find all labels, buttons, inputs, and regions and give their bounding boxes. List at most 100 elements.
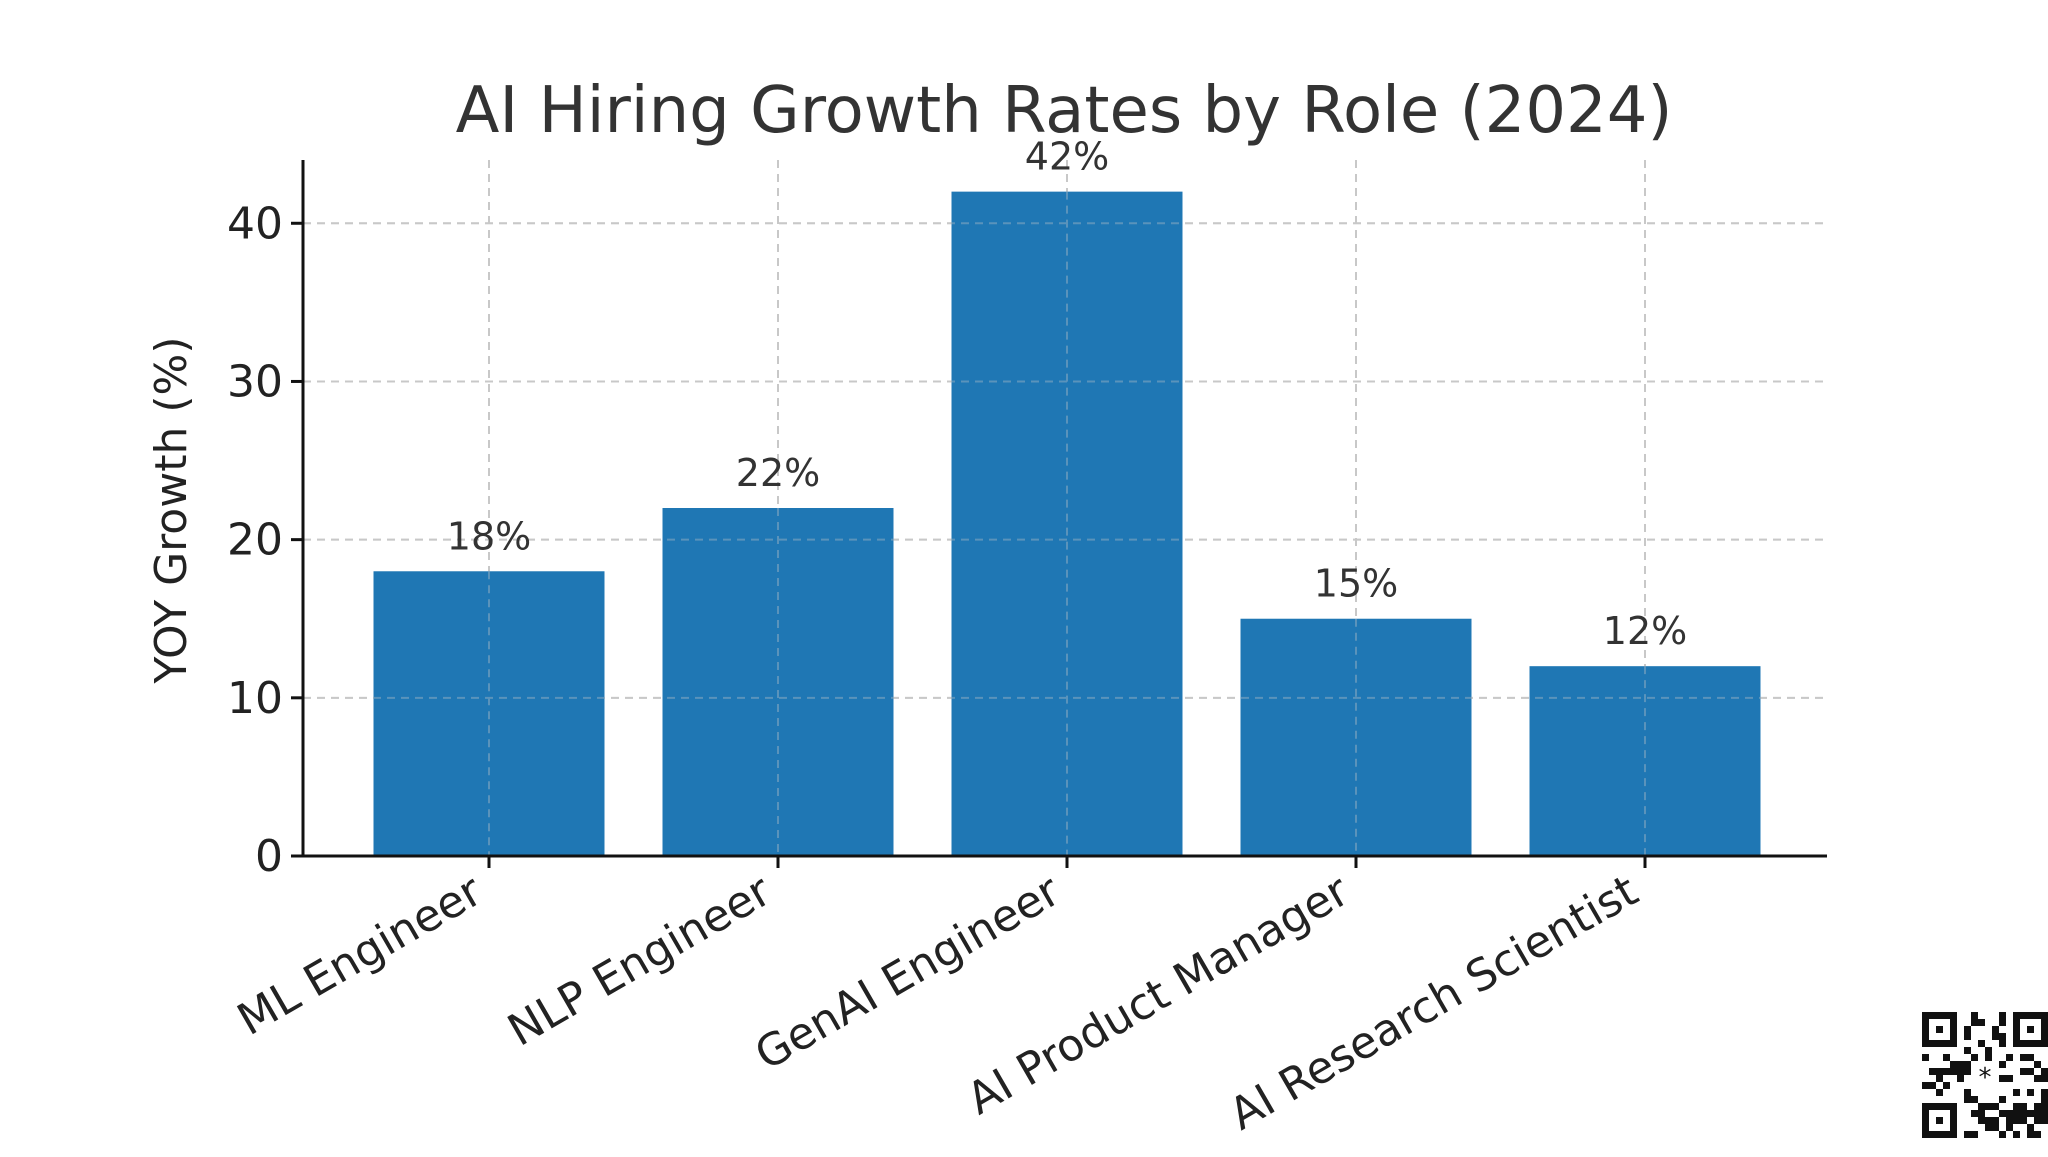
y-tick-label: 10 (227, 673, 283, 724)
qr-module (1992, 1026, 1999, 1033)
qr-module (1950, 1061, 1957, 1068)
qr-module (1964, 1068, 1971, 1075)
qr-module (2013, 1103, 2020, 1110)
qr-module (2027, 1131, 2034, 1138)
y-tick-label: 30 (227, 356, 283, 407)
qr-module (2013, 1110, 2020, 1117)
qr-module (1964, 1026, 1971, 1033)
qr-module (1978, 1103, 1985, 1110)
qr-module (1950, 1068, 1957, 1075)
qr-module (1999, 1131, 2006, 1138)
qr-module (1985, 1047, 1992, 1054)
qr-module (1971, 1096, 1978, 1103)
qr-module (1943, 1068, 1950, 1075)
qr-module (2034, 1110, 2041, 1117)
qr-module (2027, 1110, 2034, 1117)
qr-module (2027, 1124, 2034, 1131)
bar (1529, 666, 1761, 856)
qr-module (1978, 1019, 1985, 1026)
qr-module (1999, 1061, 2006, 1068)
qr-module (1964, 1096, 1971, 1103)
bar (1240, 618, 1472, 856)
qr-module (2041, 1117, 2048, 1124)
qr-module (1922, 1054, 1929, 1061)
y-tick-label: 0 (255, 831, 283, 882)
qr-module (1999, 1110, 2006, 1117)
qr-module (1964, 1089, 1971, 1096)
qr-module (1971, 1019, 1978, 1026)
qr-module (2020, 1068, 2027, 1075)
qr-module (1978, 1040, 1985, 1047)
data-labels: 18% 22% 42% 15% 12% (447, 135, 1687, 654)
qr-finder-dot (1936, 1026, 1943, 1033)
axes (291, 160, 1827, 868)
qr-module (1985, 1117, 1992, 1124)
qr-module (2034, 1075, 2041, 1082)
qr-module (1936, 1089, 1943, 1096)
qr-module (1978, 1117, 1985, 1124)
qr-module (2041, 1103, 2048, 1110)
qr-module (1971, 1054, 1978, 1061)
qr-module (2006, 1110, 2013, 1117)
qr-module (1971, 1110, 1978, 1117)
qr-module (2006, 1124, 2013, 1131)
qr-finder-dot (2027, 1026, 2034, 1033)
qr-module (2027, 1054, 2034, 1061)
qr-module (2006, 1054, 2013, 1061)
qr-module (1971, 1012, 1978, 1019)
y-tick-label: 20 (227, 515, 283, 566)
data-label: 18% (447, 514, 531, 558)
qr-module (1936, 1075, 1943, 1082)
qr-module (1999, 1019, 2006, 1026)
qr-module (2041, 1068, 2048, 1075)
qr-module (1992, 1117, 1999, 1124)
chart-title: AI Hiring Growth Rates by Role (2024) (456, 74, 1673, 148)
data-label: 15% (1314, 562, 1398, 606)
qr-module (1929, 1068, 1936, 1075)
y-axis-label: YOY Growth (%) (146, 337, 197, 685)
qr-module (2020, 1117, 2027, 1124)
qr-module (1999, 1040, 2006, 1047)
qr-finder-dot (1936, 1117, 1943, 1124)
qr-module (1964, 1061, 1971, 1068)
qr-module (2034, 1117, 2041, 1124)
qr-module (1999, 1033, 2006, 1040)
qr-module (1957, 1068, 1964, 1075)
qr-module (2041, 1089, 2048, 1096)
qr-module (2034, 1131, 2041, 1138)
qr-module (1957, 1075, 1964, 1082)
qr-module (1992, 1033, 1999, 1040)
qr-code-icon: * (1922, 1012, 2048, 1138)
data-label: 42% (1025, 135, 1109, 179)
qr-module (1957, 1061, 1964, 1068)
qr-module (2013, 1089, 2020, 1096)
bar (373, 571, 605, 856)
x-tick-label: ML Engineer (229, 865, 491, 1046)
qr-module (2013, 1131, 2020, 1138)
qr-module (1964, 1047, 1971, 1054)
qr-module (1985, 1054, 1992, 1061)
qr-module (2034, 1061, 2041, 1068)
bar (951, 191, 1183, 857)
x-tick-label: NLP Engineer (499, 865, 780, 1057)
qr-module (1922, 1082, 1929, 1089)
qr-center-icon: * (1979, 1063, 1992, 1093)
qr-module (1929, 1082, 1936, 1089)
qr-module (1943, 1082, 1950, 1089)
qr-module (1992, 1124, 1999, 1131)
qr-module (2034, 1103, 2041, 1110)
qr-module (2027, 1068, 2034, 1075)
qr-module (1999, 1096, 2006, 1103)
qr-module (2006, 1075, 2013, 1082)
qr-module (1943, 1054, 1950, 1061)
qr-module (1964, 1131, 1971, 1138)
qr-module (1985, 1124, 1992, 1131)
qr-module (1999, 1075, 2006, 1082)
qr-module (1936, 1068, 1943, 1075)
qr-module (2027, 1089, 2034, 1096)
qr-module (1985, 1103, 1992, 1110)
qr-module (2013, 1117, 2020, 1124)
qr-module (2006, 1117, 2013, 1124)
